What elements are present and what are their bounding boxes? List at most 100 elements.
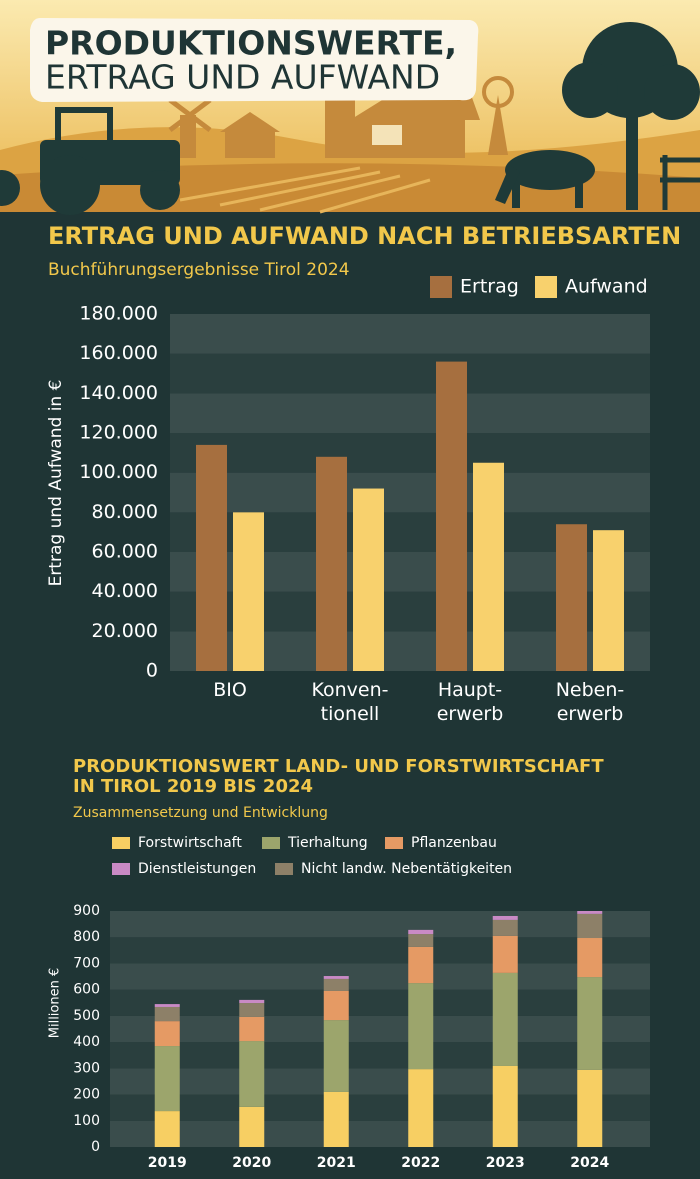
field-rows [179, 166, 431, 214]
bar-segment [408, 946, 434, 984]
bar-segment [408, 934, 434, 947]
fence [660, 155, 700, 210]
y-axis-label: Ertrag und Aufwand in € [46, 380, 66, 587]
legend-swatch [385, 837, 403, 849]
bar-segment [239, 1003, 265, 1017]
bar-segment [323, 978, 349, 991]
bar-segment [408, 983, 434, 1070]
y-tick-label: 100.000 [79, 461, 158, 483]
bar [353, 488, 384, 671]
bar [316, 456, 347, 671]
bar-segment [239, 1016, 265, 1042]
bar-segment [492, 972, 518, 1066]
grid-band [110, 1094, 650, 1121]
bar-segment [577, 1069, 603, 1147]
page-title: PRODUKTIONSWERTE, [45, 24, 457, 63]
x-tick-label: BIO [213, 679, 247, 701]
legend-label: Pflanzenbau [411, 835, 497, 851]
bar [436, 361, 467, 671]
grid-band [110, 937, 650, 964]
legend-label: Forstwirtschaft [138, 835, 242, 851]
legend-swatch [112, 863, 130, 875]
bar-segment [492, 915, 518, 920]
x-tick-label: Neben- erwerb [555, 679, 625, 725]
farm-buildings [168, 76, 514, 158]
x-tick-label: 2019 [148, 1155, 187, 1171]
legend-label: Nicht landw. Nebentätigkeiten [301, 861, 512, 877]
bar-segment [154, 1111, 180, 1147]
x-tick-label: Haupt- erwerb [436, 679, 504, 725]
bar-segment [154, 1021, 180, 1047]
bar [233, 512, 264, 671]
bar-segment [323, 1091, 349, 1147]
grid-band [110, 1068, 650, 1095]
y-tick-label: 200 [73, 1087, 100, 1103]
legend-swatch [535, 276, 557, 298]
y-tick-label: 500 [73, 1008, 100, 1024]
y-axis-label: Millionen € [48, 968, 63, 1039]
legend-label: Tierhaltung [287, 835, 368, 851]
grid-band [110, 1120, 650, 1147]
tree [562, 22, 700, 210]
grid-band [110, 1015, 650, 1043]
y-tick-label: 900 [73, 903, 100, 919]
grid-band [170, 353, 650, 394]
y-tick-label: 120.000 [79, 422, 158, 444]
grid-band [170, 472, 650, 513]
grid-band [170, 433, 650, 473]
chart-title: IN TIROL 2019 BIS 2024 [73, 776, 313, 797]
legend-label: Aufwand [565, 276, 648, 298]
legend-swatch [112, 837, 130, 849]
bar [593, 530, 624, 671]
grid-band [110, 963, 650, 990]
bar-segment [408, 929, 434, 935]
y-tick-label: 400 [73, 1034, 100, 1050]
bar-segment [239, 1106, 265, 1147]
x-tick-label: 2022 [401, 1155, 440, 1171]
barn-door [372, 125, 402, 145]
y-tick-label: 160.000 [79, 342, 158, 364]
y-tick-label: 80.000 [92, 501, 158, 523]
bar-segment [577, 911, 603, 914]
y-tick-label: 700 [73, 955, 100, 971]
bar-segment [323, 1020, 349, 1092]
bar-segment [154, 1004, 180, 1007]
bar-segment [408, 1069, 434, 1147]
y-tick-label: 180.000 [79, 303, 158, 325]
y-tick-label: 0 [146, 660, 158, 682]
bar-segment [577, 977, 603, 1070]
y-tick-label: 0 [91, 1139, 100, 1155]
bar-segment [323, 976, 349, 979]
chart-subtitle: Zusammensetzung und Entwicklung [73, 805, 328, 821]
y-tick-label: 20.000 [92, 620, 158, 642]
title-box [30, 18, 479, 102]
grid-band [110, 989, 650, 1016]
x-tick-label: 2021 [317, 1155, 356, 1171]
grid-band [110, 911, 650, 938]
y-tick-label: 100 [73, 1113, 100, 1129]
bar-segment [239, 1041, 265, 1107]
bar [473, 462, 504, 671]
bar-segment [492, 935, 518, 973]
bar [196, 444, 227, 671]
bar-segment [577, 938, 603, 978]
chart-subtitle: Buchführungsergebnisse Tirol 2024 [48, 260, 350, 280]
bar-segment [577, 913, 603, 939]
chart-title: ERTRAG UND AUFWAND NACH BETRIEBSARTEN [48, 222, 681, 250]
page-title: ERTRAG UND AUFWAND [45, 58, 440, 97]
bar-segment [239, 999, 265, 1004]
y-tick-label: 140.000 [79, 382, 158, 404]
y-tick-label: 600 [73, 982, 100, 998]
header-illustration: PRODUKTIONSWERTE, ERTRAG UND AUFWAND [0, 0, 700, 215]
y-tick-label: 300 [73, 1060, 100, 1076]
legend-label: Ertrag [460, 276, 519, 298]
bar-segment [323, 990, 349, 1021]
grid-band [170, 393, 650, 433]
tractor [0, 107, 180, 215]
legend-label: Dienstleistungen [138, 861, 256, 877]
x-tick-label: Konven- tionell [311, 679, 389, 725]
grid-band [110, 1042, 650, 1069]
y-tick-label: 60.000 [92, 541, 158, 563]
